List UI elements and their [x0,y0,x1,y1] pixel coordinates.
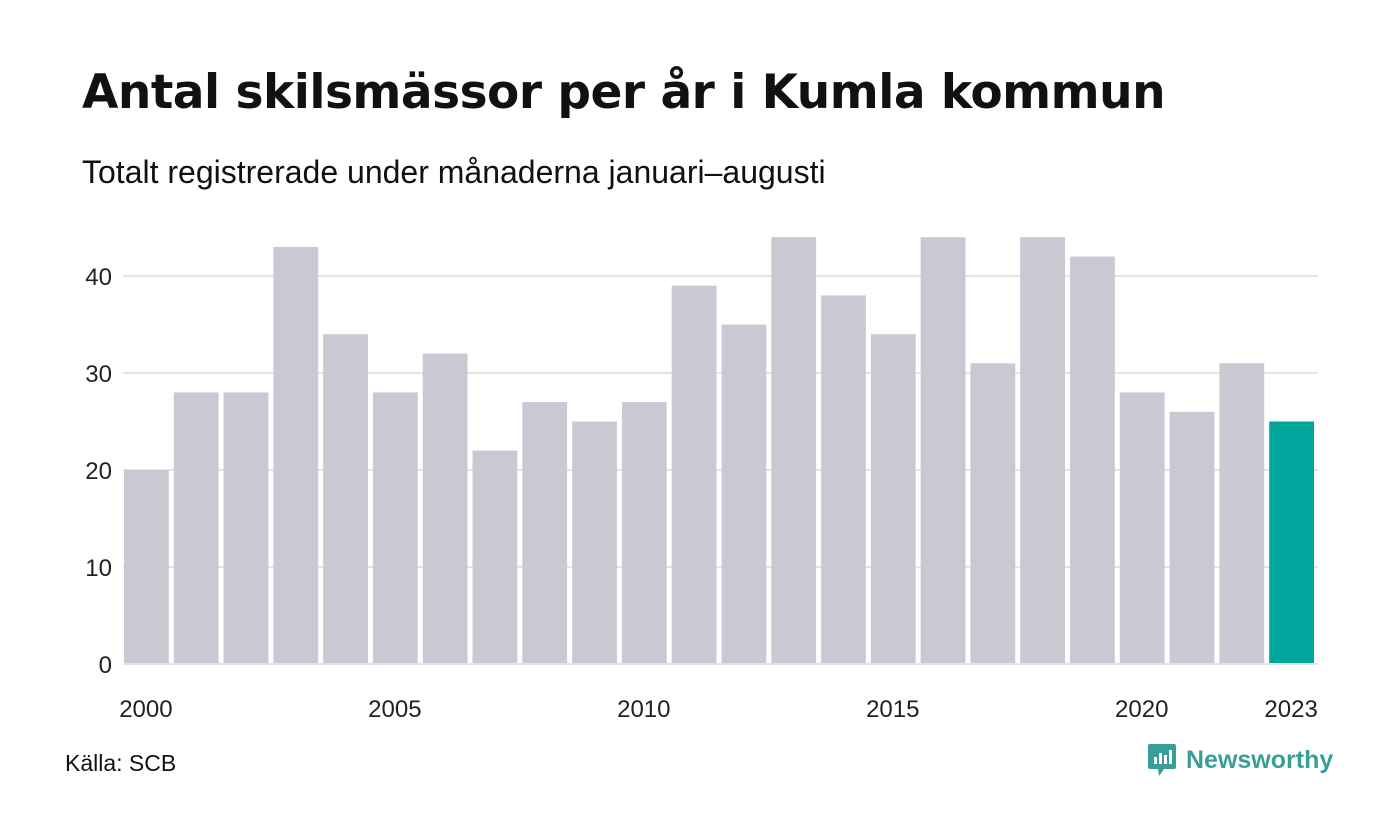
bar-2021 [1169,411,1215,664]
y-tick-label: 30 [85,361,112,388]
x-tick-label: 2020 [1115,696,1168,723]
bar-2003 [273,246,319,664]
x-tick-label: 2010 [617,696,670,723]
x-axis-tick-labels: 2000 2005 2010 2015 2020 2023 [119,696,1318,723]
x-tick-label: 2005 [368,696,421,723]
bar-2023 [1269,421,1314,664]
y-tick-label: 40 [85,264,112,291]
bar-2016 [920,237,966,664]
bar-2015 [870,334,916,664]
brand-name: Newsworthy [1186,745,1334,774]
x-tick-label: 2023 [1264,696,1317,723]
bar-2014 [821,295,866,664]
bar-2011 [671,285,717,664]
bar-2000 [124,470,169,664]
bar-2022 [1219,363,1265,664]
bar-2005 [372,392,418,664]
source-note: Källa: SCB [65,750,177,776]
x-tick-label: 2000 [119,696,172,723]
chart-title: Antal skilsmässor per år i Kumla kommun [82,65,1166,120]
bar-2007 [472,450,518,664]
bar-2012 [721,324,767,664]
x-tick-label: 2015 [866,696,919,723]
chart-subtitle: Totalt registrerade under månaderna janu… [82,154,826,190]
bars [123,237,1318,665]
bar-2019 [1070,256,1115,664]
y-tick-label: 0 [99,652,112,679]
bar-2013 [771,237,817,664]
grid-lines [123,275,1318,568]
bar-2006 [422,353,468,664]
bar-2010 [621,402,667,664]
bar-2001 [173,392,219,664]
bar-2017 [970,363,1016,664]
y-tick-label: 20 [85,458,112,485]
bar-2004 [323,334,368,664]
bar-2018 [1020,237,1066,664]
newsworthy-brand[interactable]: Newsworthy [1147,742,1333,778]
bar-chart: 0 10 20 30 40 2000 2005 2010 2015 2020 2023 [85,237,1318,723]
bar-2009 [572,421,617,664]
newsworthy-logo-icon [1148,744,1176,776]
bar-2002 [223,392,269,664]
y-axis-tick-labels: 0 10 20 30 40 [85,264,112,679]
bar-2020 [1119,392,1165,664]
bar-2008 [522,402,568,664]
y-tick-label: 10 [85,555,112,582]
